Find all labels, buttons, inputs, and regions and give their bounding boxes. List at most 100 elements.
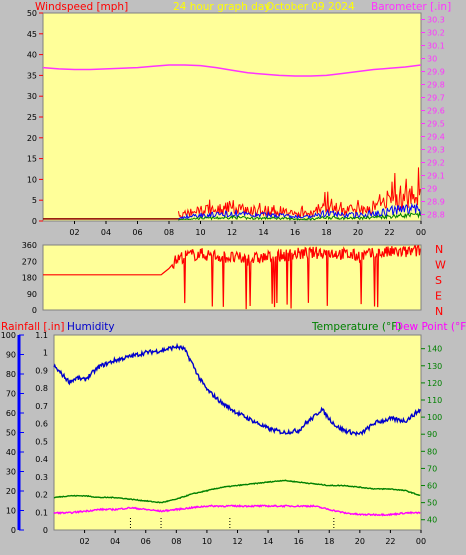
barometer-axis-label: Barometer [.in] xyxy=(371,1,451,13)
time-axis-tick-label: 12 xyxy=(227,228,237,237)
time-axis-tick-label: 02 xyxy=(69,228,79,237)
time-axis-tick-label: 18 xyxy=(324,537,334,546)
humidity-axis-tick-label: 100 xyxy=(1,331,16,340)
temperature-axis-tick-label: 80 xyxy=(427,447,437,456)
time-axis-tick-label: 16 xyxy=(294,537,304,546)
time-axis-tick-label: 04 xyxy=(110,537,120,546)
windspeed-axis-label: Windspeed [mph] xyxy=(35,1,128,13)
barometer-axis-tick-label: 30.2 xyxy=(427,29,445,38)
time-axis-tick-label: 00 xyxy=(416,228,426,237)
barometer-axis-tick-label: 29.5 xyxy=(427,120,445,129)
wind-plot-area xyxy=(42,12,422,222)
time-axis-tick-label: 00 xyxy=(416,537,426,546)
wind-axis-tick-label: 40 xyxy=(27,51,37,60)
wind-axis-tick-label: 45 xyxy=(27,30,37,39)
barometer-axis-tick-label: 29.1 xyxy=(427,172,445,181)
temperature-axis-tick-label: 50 xyxy=(427,499,437,508)
rainfall-axis-tick-label: 0.1 xyxy=(35,508,48,517)
barometer-axis-tick-label: 29.3 xyxy=(427,146,445,155)
rainfall-axis-tick-label: 0.3 xyxy=(35,473,48,482)
rainfall-axis-tick-label: 0 xyxy=(43,526,48,535)
temperature-axis-tick-label: 120 xyxy=(427,379,442,388)
humidity-plot-area xyxy=(53,334,422,531)
dewpoint-axis-label: Dew Point (°F) xyxy=(395,321,466,333)
rainfall-axis-tick-label: 0.6 xyxy=(35,420,48,429)
temperature-line xyxy=(53,479,421,504)
temperature-axis-tick-label: 60 xyxy=(427,482,437,491)
temperature-axis-tick-label: 130 xyxy=(427,362,442,371)
temperature-axis-tick-label: 90 xyxy=(427,430,437,439)
chart-date: October 09 2024 xyxy=(266,1,355,13)
rainfall-axis-tick-label: 0.9 xyxy=(35,366,48,375)
wind-axis-tick-label: 5 xyxy=(32,196,37,205)
chart-title: 24 hour graph day xyxy=(173,1,270,13)
rainfall-axis-tick-label: 1 xyxy=(43,349,48,358)
compass-direction-label: E xyxy=(435,289,442,302)
direction-axis-tick-label: 0 xyxy=(32,306,37,315)
direction-axis-tick-label: 360 xyxy=(22,241,37,250)
barometer-line xyxy=(42,64,422,77)
wind-axis-tick-label: 25 xyxy=(27,113,37,122)
humidity-axis-label: Humidity xyxy=(67,321,115,333)
humidity-temperature-panel: 0 10 20 30 40 50 60 70 80 90 10 00 0.1 0.2 0.3 0.4 0.5 0.… xyxy=(1,331,443,546)
wind-axis-tick-label: 15 xyxy=(27,155,37,164)
rainfall-axis-tick-label: 0.8 xyxy=(35,384,48,393)
humidity-axis-tick-label: 50 xyxy=(6,429,16,438)
humidity-axis-tick-label: 90 xyxy=(6,351,16,360)
time-axis-tick-label: 10 xyxy=(202,537,212,546)
time-axis-tick-label: 12 xyxy=(232,537,242,546)
wind-axis-tick-label: 35 xyxy=(27,71,37,80)
time-axis-tick-label: 08 xyxy=(171,537,181,546)
barometer-axis-tick-label: 29.8 xyxy=(427,81,445,90)
humidity-axis-tick-label: 60 xyxy=(6,409,16,418)
time-axis-tick-label: 20 xyxy=(355,537,365,546)
wind-axis-tick-label: 50 xyxy=(27,9,37,18)
wind-axis-tick-label: 30 xyxy=(27,92,37,101)
temperature-axis-label: Temperature (°F) xyxy=(311,321,401,333)
direction-axis-tick-label: 180 xyxy=(22,274,37,283)
barometer-axis-tick-label: 29 xyxy=(427,185,437,194)
humidity-axis-tick-label: 10 xyxy=(6,507,16,516)
temperature-axis-tick-label: 110 xyxy=(427,396,442,405)
wind-lull-line xyxy=(178,211,421,221)
temperature-axis-tick-label: 40 xyxy=(427,516,437,525)
barometer-axis-tick-label: 29.4 xyxy=(427,133,445,142)
rainfall-axis-tick-label: 0.7 xyxy=(35,402,48,411)
time-axis-tick-label: 14 xyxy=(258,228,268,237)
barometer-axis-tick-label: 30.3 xyxy=(427,16,445,25)
time-axis-tick-label: 06 xyxy=(132,228,142,237)
wind-gust-line xyxy=(177,167,421,220)
rainfall-axis-tick-label: 0.2 xyxy=(35,491,48,500)
humidity-axis-tick-label: 30 xyxy=(6,468,16,477)
barometer-axis-tick-label: 29.9 xyxy=(427,68,445,77)
temperature-axis-tick-label: 100 xyxy=(427,413,442,422)
time-axis-tick-label: 18 xyxy=(321,228,331,237)
wind-axis-tick-label: 20 xyxy=(27,134,37,143)
wind-axis-tick-label: 10 xyxy=(27,175,37,184)
rainfall-axis-tick-label: 0.5 xyxy=(35,437,48,446)
wind-axis-tick-label: 0 xyxy=(32,217,37,226)
compass-direction-label: S xyxy=(435,274,442,287)
humidity-axis-tick-label: 70 xyxy=(6,390,16,399)
time-axis-tick-label: 06 xyxy=(141,537,151,546)
time-axis-tick-label: 20 xyxy=(353,228,363,237)
humidity-axis-tick-label: 40 xyxy=(6,448,16,457)
wind-direction-line xyxy=(43,245,421,310)
barometer-axis-tick-label: 29.7 xyxy=(427,94,445,103)
compass-direction-label: N xyxy=(435,305,443,318)
rainfall-axis-tick-label: 0.4 xyxy=(35,455,48,464)
barometer-axis-tick-label: 30.1 xyxy=(427,42,445,51)
rainfall-axis-label: Rainfall [.in] xyxy=(1,321,64,333)
barometer-axis-tick-label: 28.9 xyxy=(427,198,445,207)
direction-axis-tick-label: 90 xyxy=(27,290,37,299)
humidity-axis-tick-label: 20 xyxy=(6,487,16,496)
barometer-axis-tick-label: 28.8 xyxy=(427,211,445,220)
time-axis-tick-label: 10 xyxy=(195,228,205,237)
time-axis-tick-label: 22 xyxy=(385,537,395,546)
barometer-axis-tick-label: 29.2 xyxy=(427,159,445,168)
time-axis-tick-label: 14 xyxy=(263,537,273,546)
humidity-line xyxy=(53,342,421,437)
